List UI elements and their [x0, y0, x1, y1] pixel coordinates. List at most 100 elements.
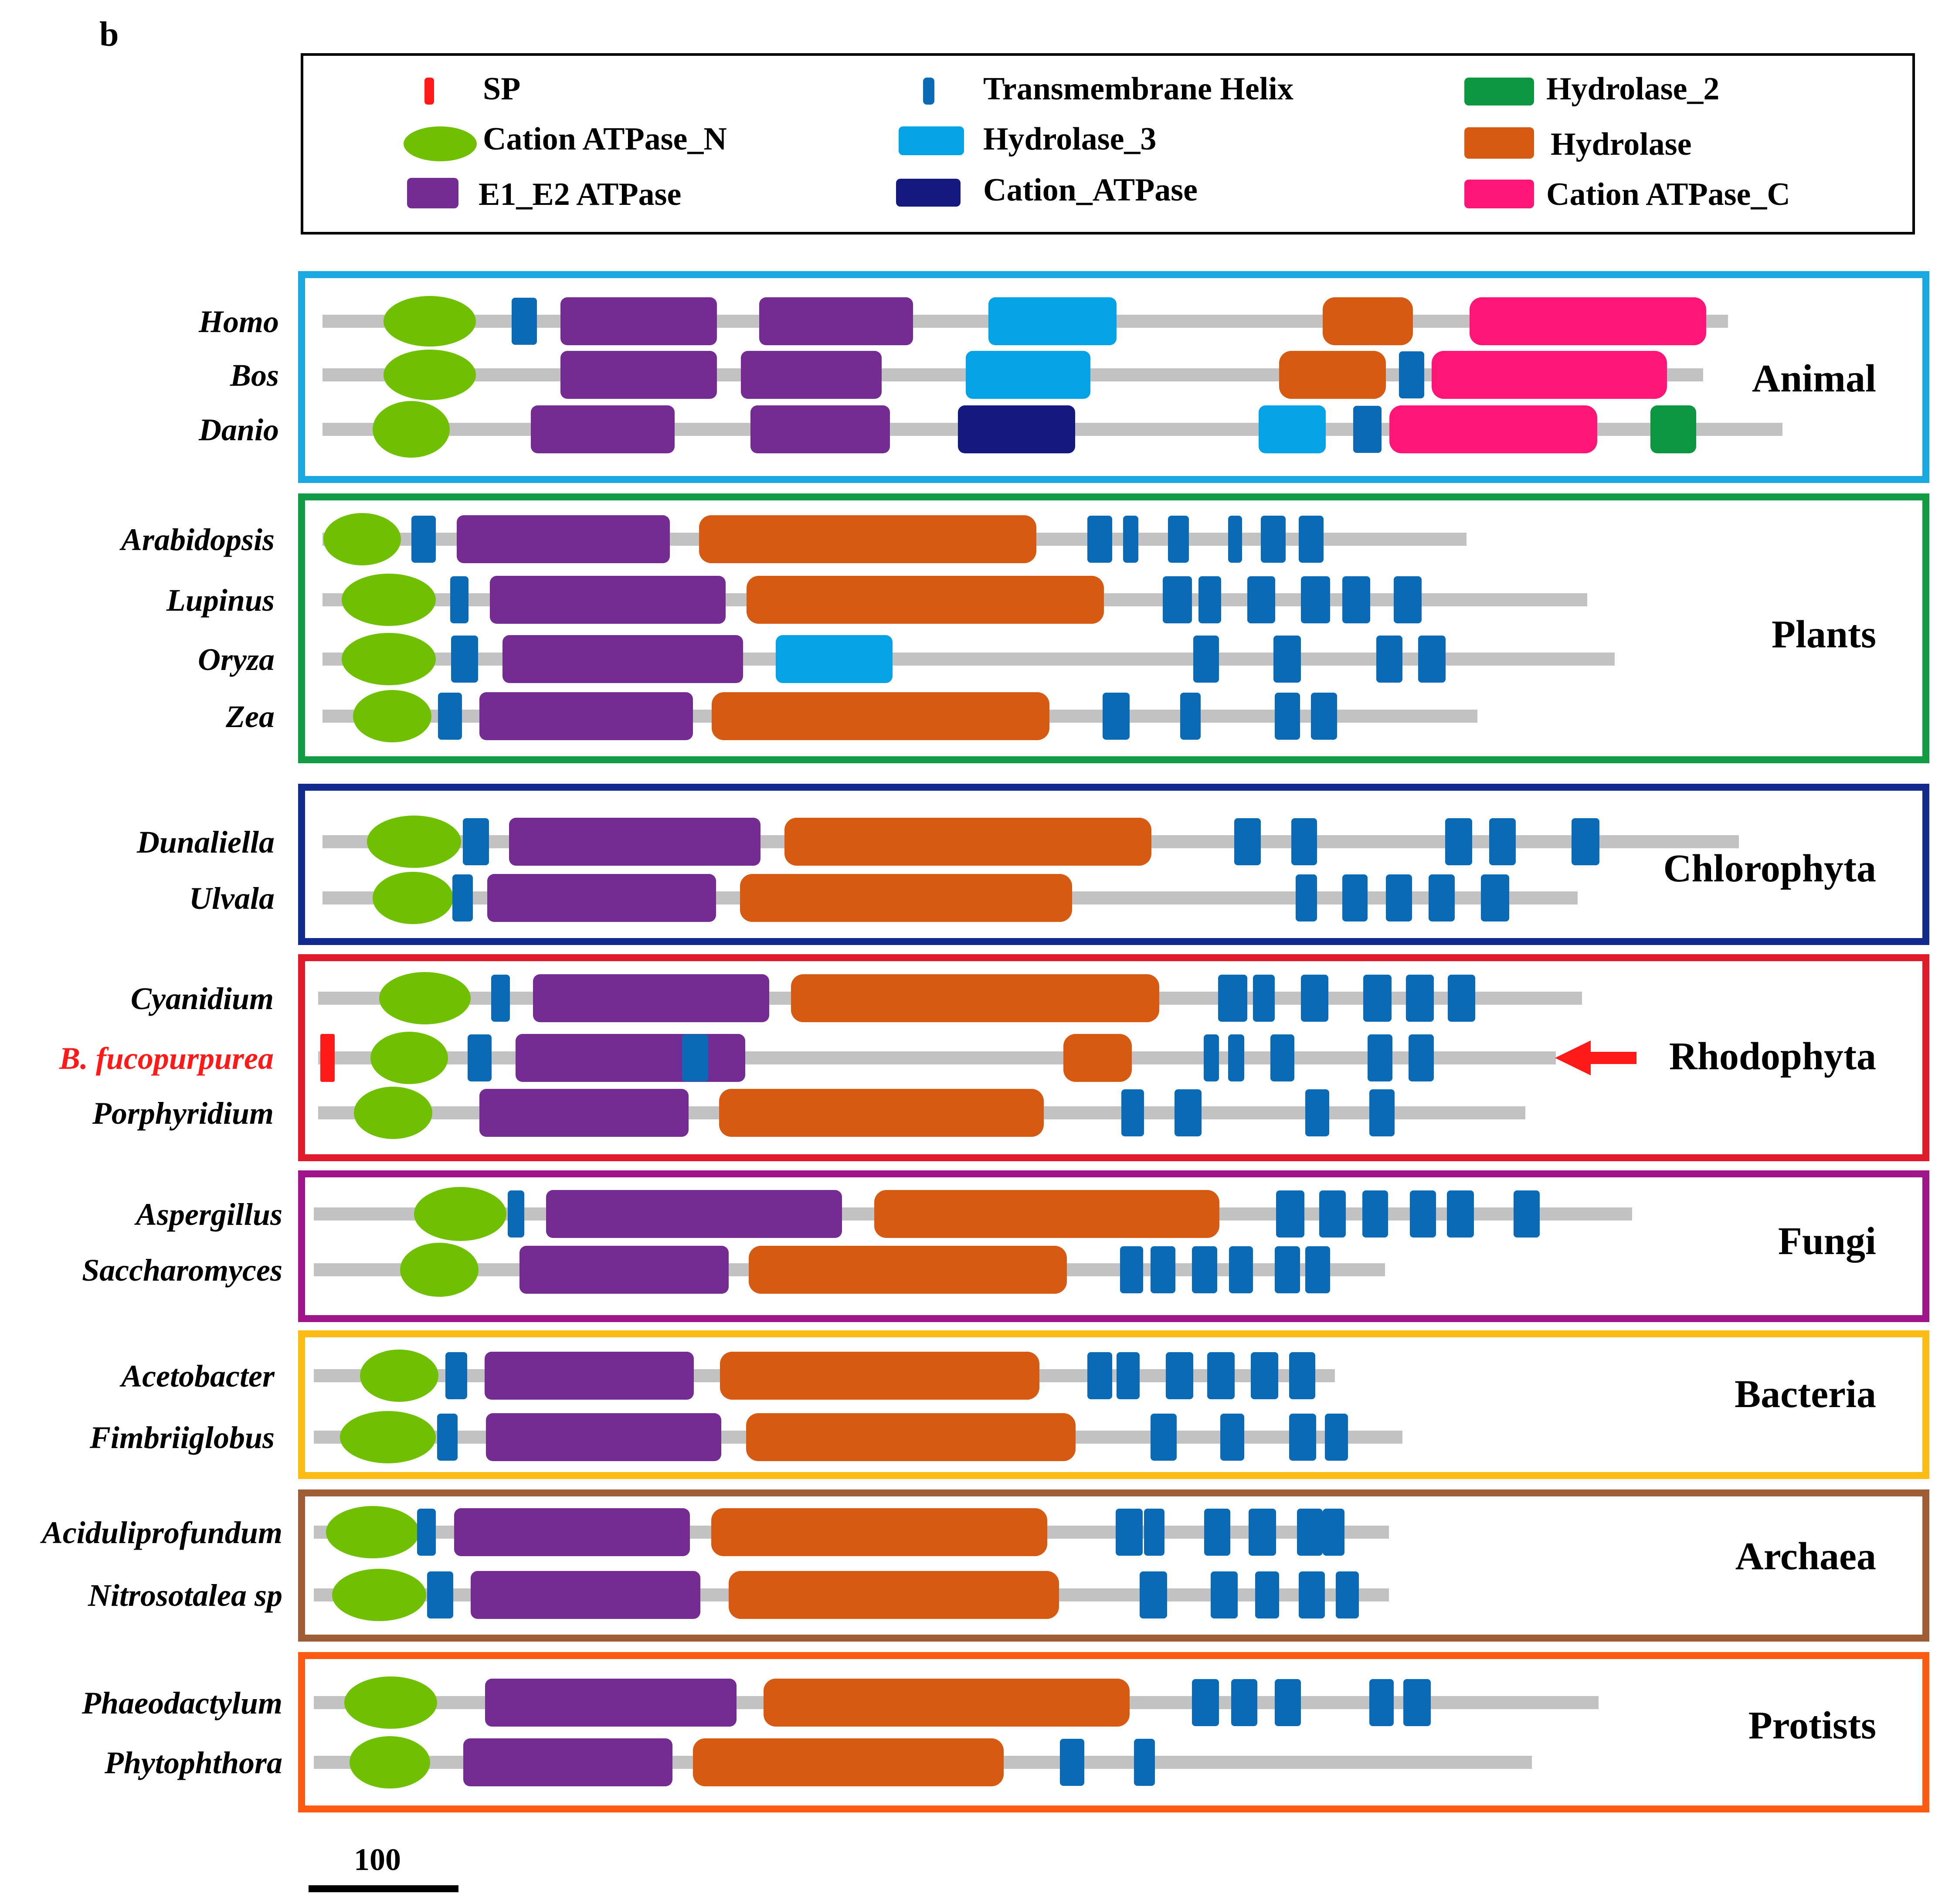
domain-hydrolase-3: [1259, 405, 1326, 453]
species-row-lupinus: Lupinus: [166, 574, 1587, 626]
group-archaea: Archaea Aciduliprofundum Nitrosotalea sp: [40, 1489, 1929, 1642]
species-label-cyanidium: Cyanidium: [131, 981, 274, 1016]
domain-hydrolase: [1279, 351, 1386, 399]
domain-e1-e2-atpase: [519, 1246, 729, 1294]
domain-cation-atpase-n: [367, 816, 461, 868]
domain-cation-atpase-c: [1470, 297, 1706, 345]
domain-transmembrane-helix: [1151, 1414, 1177, 1461]
domain-transmembrane-helix: [1447, 1190, 1474, 1238]
species-row-aciduliprofundum: Aciduliprofundum: [40, 1506, 1389, 1558]
species-label-zea: Zea: [225, 699, 275, 734]
domain-transmembrane-helix: [1369, 1089, 1395, 1136]
domain-hydrolase-3: [966, 351, 1090, 399]
species-row-bos: Bos: [230, 350, 1703, 400]
group-box-chlorophyta: [298, 784, 1929, 945]
species-label-homo: Homo: [198, 304, 279, 339]
species-label-acetobacter: Acetobacter: [119, 1359, 275, 1394]
scale-bar-label: 100: [354, 1842, 401, 1877]
species-row-acetobacter: Acetobacter: [119, 1350, 1335, 1402]
group-box-rhodophyta: [298, 954, 1929, 1161]
domain-cation-atpase-n: [342, 574, 436, 626]
legend-swatch-sp: [424, 78, 434, 105]
species-row-homo: Homo: [198, 296, 1728, 347]
domain-transmembrane-helix: [1305, 1246, 1330, 1293]
domain-transmembrane-helix: [1275, 1679, 1301, 1726]
domain-e1-e2-atpase: [457, 515, 670, 563]
domain-cation-atpase-n: [373, 401, 450, 458]
domain-transmembrane-helix: [417, 1509, 436, 1556]
legend-swatch-hydrolase: [1464, 127, 1534, 159]
domain-cation-atpase-n: [384, 296, 476, 347]
domain-transmembrane-helix: [1369, 1679, 1394, 1726]
domain-transmembrane-helix: [1211, 1571, 1238, 1618]
domain-e1-e2-atpase: [502, 635, 743, 683]
domain-transmembrane-helix: [1228, 516, 1242, 563]
domain-cation-atpase-n: [342, 633, 436, 685]
group-label-chlorophyta: Chlorophyta: [1663, 847, 1876, 890]
species-row-oryza: Oryza: [198, 633, 1615, 685]
domain-cation-atpase-c: [1389, 405, 1597, 453]
domain-transmembrane-helix: [1289, 1414, 1316, 1461]
domain-hydrolase: [746, 1413, 1076, 1461]
domain-e1-e2-atpase: [759, 297, 913, 345]
legend-label-transmembrane-helix: Transmembrane Helix: [983, 71, 1293, 107]
domain-transmembrane-helix: [1270, 1034, 1294, 1081]
domain-cation-atpase-n: [379, 972, 471, 1024]
domain-transmembrane-helix: [437, 1414, 458, 1461]
domain-transmembrane-helix: [1218, 975, 1247, 1022]
legend-swatch-transmembrane-helix: [923, 78, 934, 105]
domain-transmembrane-helix: [1116, 1509, 1143, 1556]
domain-transmembrane-helix: [450, 576, 468, 623]
species-label-phytophthora: Phytophthora: [104, 1745, 282, 1780]
group-plants: Plants Arabidopsis Lupinus Oryza Zea: [119, 493, 1929, 763]
group-label-plants: Plants: [1772, 613, 1876, 656]
legend: SP Cation ATPase_N E1_E2 ATPase Transmembra…: [301, 53, 1915, 235]
domain-transmembrane-helix: [1403, 1679, 1431, 1726]
domain-transmembrane-helix: [451, 636, 478, 683]
domain-transmembrane-helix: [1103, 693, 1130, 740]
domain-transmembrane-helix: [1275, 1246, 1300, 1293]
species-label-fimbriiglobus: Fimbriiglobus: [89, 1420, 275, 1455]
domain-cation-atpase-n: [344, 1676, 437, 1729]
domain-transmembrane-helix: [1489, 818, 1516, 865]
domain-e1-e2-atpase: [741, 351, 882, 399]
species-row-phytophthora: Phytophthora: [104, 1736, 1532, 1788]
legend-swatch-cation-atpase: [896, 179, 961, 207]
legend-label-hydrolase-2: Hydrolase_2: [1546, 71, 1719, 107]
domain-transmembrane-helix: [1342, 576, 1370, 623]
species-label-nitrosotalea-sp: Nitrosotalea sp: [88, 1578, 282, 1613]
domain-e1-e2-atpase: [546, 1190, 842, 1238]
highlight-arrow: [1555, 1040, 1636, 1075]
domain-hydrolase: [699, 515, 1036, 563]
domain-cation-atpase-n: [384, 350, 476, 400]
group-animal: Animal Homo Bos Danio: [198, 271, 1929, 483]
domain-e1-e2-atpase: [750, 405, 890, 453]
domain-e1-e2-atpase: [560, 351, 717, 399]
legend-label-sp: SP: [483, 71, 520, 107]
domain-transmembrane-helix: [1087, 516, 1112, 563]
domain-transmembrane-helix: [1418, 636, 1446, 683]
domain-transmembrane-helix: [1249, 1509, 1276, 1556]
legend-swatch-hydrolase-2: [1464, 78, 1534, 105]
domain-cation-atpase-n: [370, 1032, 448, 1084]
domain-transmembrane-helix: [1060, 1739, 1084, 1786]
domain-transmembrane-helix: [1121, 1089, 1144, 1136]
group-label-rhodophyta: Rhodophyta: [1669, 1035, 1876, 1078]
species-label-bos: Bos: [230, 358, 279, 393]
domain-transmembrane-helix: [1120, 1246, 1143, 1293]
domain-transmembrane-helix: [1144, 1509, 1164, 1556]
domain-cation-atpase-n: [414, 1187, 506, 1241]
species-row-ulvala: Ulvala: [189, 872, 1578, 924]
domain-e1-e2-atpase: [471, 1571, 700, 1619]
domain-hydrolase: [720, 1352, 1039, 1400]
domain-e1-e2-atpase: [479, 1089, 689, 1137]
group-rhodophyta: Rhodophyta Cyanidium B. fucopurpurea Porphy…: [59, 954, 1929, 1161]
domain-transmembrane-helix: [1481, 874, 1509, 921]
domain-transmembrane-helix: [1386, 874, 1412, 921]
species-row-saccharomyces: Saccharomyces: [82, 1243, 1385, 1297]
domain-cation-atpase-n: [350, 1736, 430, 1788]
species-row-danio: Danio: [198, 401, 1782, 458]
legend-label-cation-atpase-c: Cation ATPase_C: [1546, 177, 1790, 212]
domain-cation-atpase-c: [1432, 351, 1667, 399]
